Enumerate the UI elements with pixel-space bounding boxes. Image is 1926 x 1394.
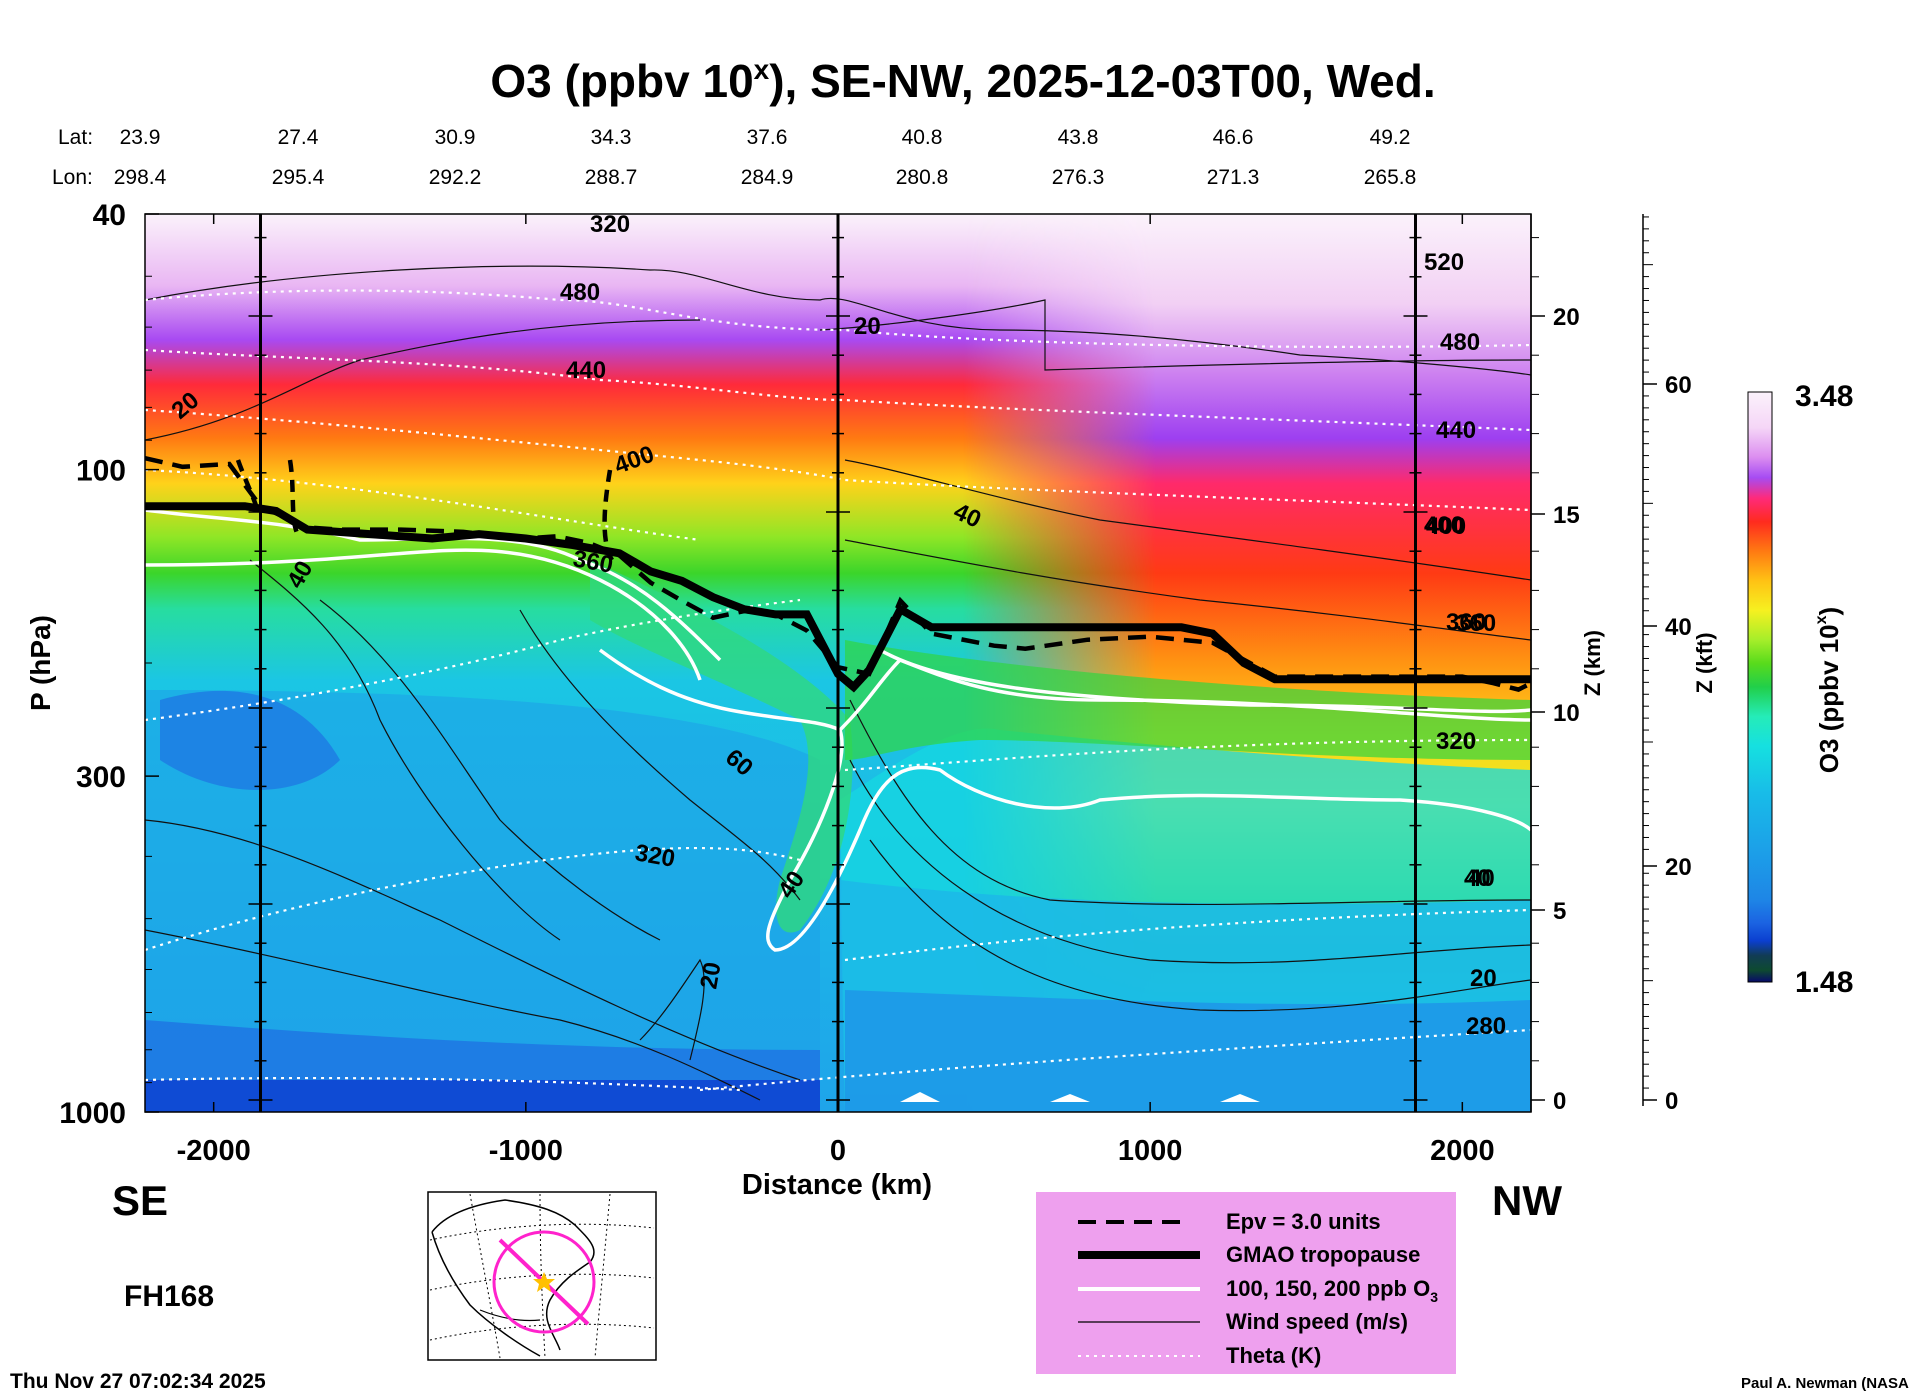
lon-label: Lon: xyxy=(52,166,93,189)
contour-lines xyxy=(145,265,1531,1101)
wind-label: 40 xyxy=(1464,865,1491,892)
z-km-tick-label: 20 xyxy=(1553,304,1580,331)
lat-value: 34.3 xyxy=(591,126,632,149)
z-kft-tick-label: 0 xyxy=(1665,1088,1678,1115)
y-tick-label: 40 xyxy=(93,199,126,232)
forecast-hour: FH168 xyxy=(124,1280,214,1313)
theta-label: 280 xyxy=(1466,1013,1506,1040)
y-axis: 40 100 300 1000 xyxy=(59,199,159,1130)
legend-epv: Epv = 3.0 units xyxy=(1226,1209,1381,1234)
colorbar xyxy=(1747,391,1773,983)
lat-label: Lat: xyxy=(58,126,93,149)
timestamp: Thu Nov 27 07:02:34 2025 xyxy=(10,1370,266,1393)
lat-value: 30.9 xyxy=(435,126,476,149)
z-kft-axis-title: Z (kft) xyxy=(1692,632,1717,693)
lat-lon-header: 23.9 27.4 30.9 34.3 37.6 40.8 43.8 46.6 49.2 298.… xyxy=(114,126,1417,189)
lon-value: 292.2 xyxy=(429,166,482,189)
legend-o3: 100, 150, 200 ppb O3 xyxy=(1226,1276,1438,1305)
lon-value: 295.4 xyxy=(272,166,325,189)
lon-value: 265.8 xyxy=(1364,166,1417,189)
y-axis-title: P (hPa) xyxy=(25,615,56,711)
reference-lines xyxy=(248,214,1428,1112)
theta-label: 440 xyxy=(566,357,606,384)
y-tick-label: 1000 xyxy=(59,1097,126,1130)
nw-label: NW xyxy=(1492,1177,1562,1224)
theta-label: 480 xyxy=(1440,329,1480,356)
colorbar-title: O3 (ppbv 10x) xyxy=(1813,607,1844,773)
lat-value: 43.8 xyxy=(1058,126,1099,149)
theta-label: 320 xyxy=(590,211,630,238)
x-axis-title: Distance (km) xyxy=(742,1169,932,1201)
tropopause-line xyxy=(145,502,1531,693)
x-tick-label: 1000 xyxy=(1118,1135,1183,1167)
colorbar-max: 3.48 xyxy=(1795,380,1853,413)
lon-value: 280.8 xyxy=(896,166,949,189)
z-kft-tick-label: 20 xyxy=(1665,854,1692,881)
x-tick-label: -1000 xyxy=(489,1135,563,1167)
legend-theta: Theta (K) xyxy=(1226,1343,1321,1368)
x-axis: -2000 -1000 0 1000 2000 xyxy=(177,214,1495,1167)
theta-label: 360 xyxy=(1446,609,1486,636)
y-tick-label: 300 xyxy=(76,761,126,794)
z-km-axis: 0 5 10 15 20 xyxy=(1530,214,1580,1115)
legend-tropopause: GMAO tropopause xyxy=(1226,1242,1420,1267)
lat-value: 23.9 xyxy=(120,126,161,149)
z-kft-tick-label: 40 xyxy=(1665,614,1692,641)
o3-label: 360 xyxy=(1456,610,1496,637)
theta-label: 400 xyxy=(1424,512,1464,539)
contour-labels: 20 20 40 40 60 40 40 20 20 320 480 440 4… xyxy=(167,211,1507,1040)
credit: Paul A. Newman (NASA xyxy=(1741,1375,1909,1392)
wind-label: 20 xyxy=(1470,965,1497,992)
legend: Epv = 3.0 units GMAO tropopause 100, 150… xyxy=(1036,1192,1456,1374)
z-km-axis-title: Z (km) xyxy=(1580,630,1605,696)
theta-label: 320 xyxy=(1436,728,1476,755)
inset-map xyxy=(427,1191,657,1361)
theta-label: 520 xyxy=(1424,249,1464,276)
z-kft-tick-label: 60 xyxy=(1665,372,1692,399)
lon-value: 276.3 xyxy=(1052,166,1105,189)
o3-label: 40 xyxy=(1468,865,1495,892)
lat-value: 27.4 xyxy=(278,126,319,149)
wind-label: 20 xyxy=(854,313,881,340)
o3-label: 400 xyxy=(1426,513,1466,540)
z-km-tick-label: 15 xyxy=(1553,502,1580,529)
lon-value: 284.9 xyxy=(741,166,794,189)
lat-value: 37.6 xyxy=(747,126,788,149)
theta-label: 480 xyxy=(560,279,600,306)
colorbar-min: 1.48 xyxy=(1795,966,1853,999)
lon-value: 288.7 xyxy=(585,166,638,189)
x-tick-label: 0 xyxy=(830,1135,846,1167)
chart-title: O3 (ppbv 10x), SE-NW, 2025-12-03T00, Wed… xyxy=(490,54,1435,107)
lon-value: 271.3 xyxy=(1207,166,1260,189)
z-km-tick-label: 10 xyxy=(1553,700,1580,727)
y-tick-label: 100 xyxy=(76,455,126,488)
x-tick-label: 2000 xyxy=(1430,1135,1495,1167)
lat-value: 40.8 xyxy=(902,126,943,149)
wind-label: 20 xyxy=(695,960,726,991)
se-label: SE xyxy=(112,1177,168,1224)
lat-value: 49.2 xyxy=(1370,126,1411,149)
z-kft-axis: 0 20 40 60 xyxy=(1642,214,1692,1115)
z-km-tick-label: 5 xyxy=(1553,898,1566,925)
lat-value: 46.6 xyxy=(1213,126,1254,149)
lon-value: 298.4 xyxy=(114,166,167,189)
z-km-tick-label: 0 xyxy=(1553,1088,1566,1115)
legend-wind: Wind speed (m/s) xyxy=(1226,1309,1408,1334)
theta-label: 440 xyxy=(1436,417,1476,444)
x-tick-label: -2000 xyxy=(177,1135,251,1167)
